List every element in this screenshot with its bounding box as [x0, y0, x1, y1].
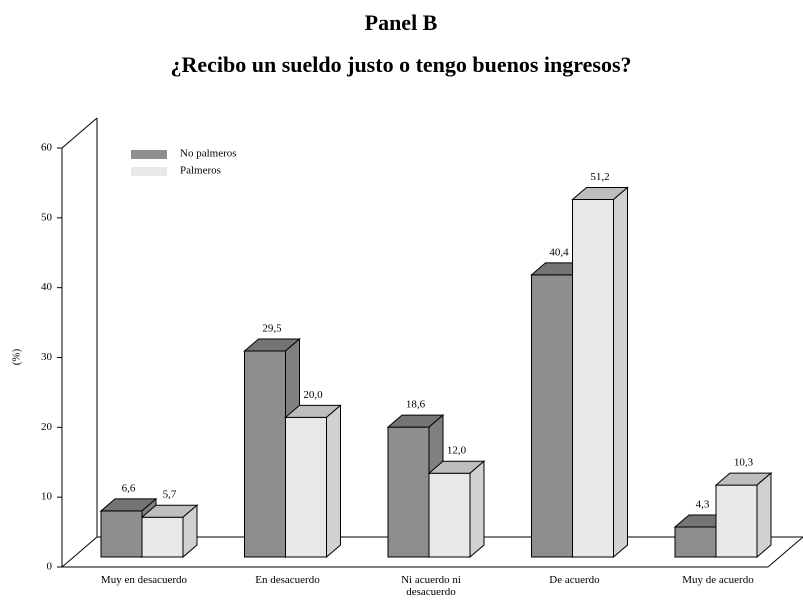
y-tick-label: 60	[41, 142, 53, 154]
bar-side	[469, 460, 485, 559]
chart-title: Panel B	[365, 10, 438, 35]
value-label: 6,6	[122, 482, 136, 494]
legend-label: Palmeros	[180, 165, 221, 177]
value-label: 5,7	[163, 489, 177, 501]
bar-front	[285, 416, 327, 558]
value-label: 12,0	[447, 445, 467, 457]
bar-front	[141, 516, 184, 558]
value-label: 40,4	[549, 246, 569, 258]
x-tick-label: Ni acuerdo ni desacuerdo	[401, 574, 461, 598]
y-axis-label: (%)	[11, 348, 23, 365]
x-tick-label: De acuerdo	[549, 574, 600, 586]
chart-subtitle: ¿Recibo un sueldo justo o tengo buenos i…	[170, 52, 631, 77]
y-tick-label: 50	[41, 211, 53, 223]
legend-label: No palmeros	[180, 148, 237, 160]
bar-side	[613, 186, 628, 559]
bar-front	[387, 426, 430, 558]
bar-front	[100, 510, 143, 558]
legend-swatch	[131, 150, 167, 159]
value-label: 18,6	[406, 399, 426, 411]
bar-front	[674, 526, 717, 558]
y-tick-label: 0	[47, 561, 53, 573]
y-tick-label: 30	[41, 351, 53, 363]
y-tick-label: 20	[41, 421, 53, 433]
bar-front	[572, 198, 614, 558]
value-label: 20,0	[303, 389, 323, 401]
legend-swatch	[131, 167, 167, 176]
value-label: 51,2	[590, 171, 609, 183]
x-tick-label: Muy en desacuerdo	[100, 574, 188, 586]
value-label: 4,3	[696, 499, 710, 511]
bar-side	[182, 504, 198, 559]
bar-front	[244, 350, 286, 558]
bar-front	[428, 472, 471, 558]
y-tick-label: 40	[41, 281, 53, 293]
bar-front	[531, 274, 573, 558]
bar-side	[756, 471, 772, 559]
x-tick-label: Muy de acuerdo	[682, 574, 754, 586]
value-label: 29,5	[262, 323, 282, 335]
value-label: 10,3	[734, 457, 754, 469]
y-tick-label: 10	[41, 491, 53, 503]
bar-front	[715, 484, 758, 558]
bar-side	[326, 404, 341, 559]
x-tick-label: En desacuerdo	[255, 574, 320, 586]
